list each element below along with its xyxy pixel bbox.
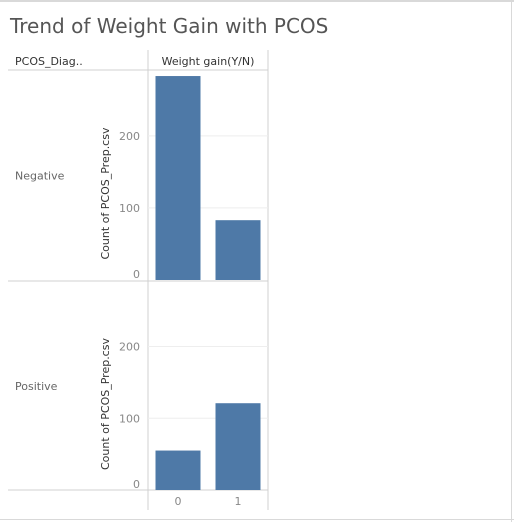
- y-tick-label: 200: [119, 130, 140, 143]
- x-tick-label: 1: [235, 495, 242, 508]
- bar-negative-1[interactable]: [216, 220, 261, 280]
- row-label-negative: Negative: [15, 170, 65, 183]
- bar-positive-1[interactable]: [216, 403, 261, 490]
- y-axis-title: Count of PCOS_Prep.csv: [99, 338, 112, 470]
- x-tick-label: 0: [175, 495, 182, 508]
- row-label-positive: Positive: [15, 380, 58, 393]
- y-tick-label: 0: [133, 478, 140, 491]
- y-tick-label: 100: [119, 412, 140, 425]
- y-tick-label: 100: [119, 202, 140, 215]
- bar-positive-0[interactable]: [156, 451, 201, 490]
- y-axis-title: Count of PCOS_Prep.csv: [99, 127, 112, 259]
- y-tick-label: 0: [133, 268, 140, 281]
- row-header-label[interactable]: PCOS_Diag..: [15, 55, 83, 68]
- column-header-label[interactable]: Weight gain(Y/N): [162, 55, 255, 68]
- bar-negative-0[interactable]: [156, 76, 201, 280]
- y-tick-label: 200: [119, 341, 140, 354]
